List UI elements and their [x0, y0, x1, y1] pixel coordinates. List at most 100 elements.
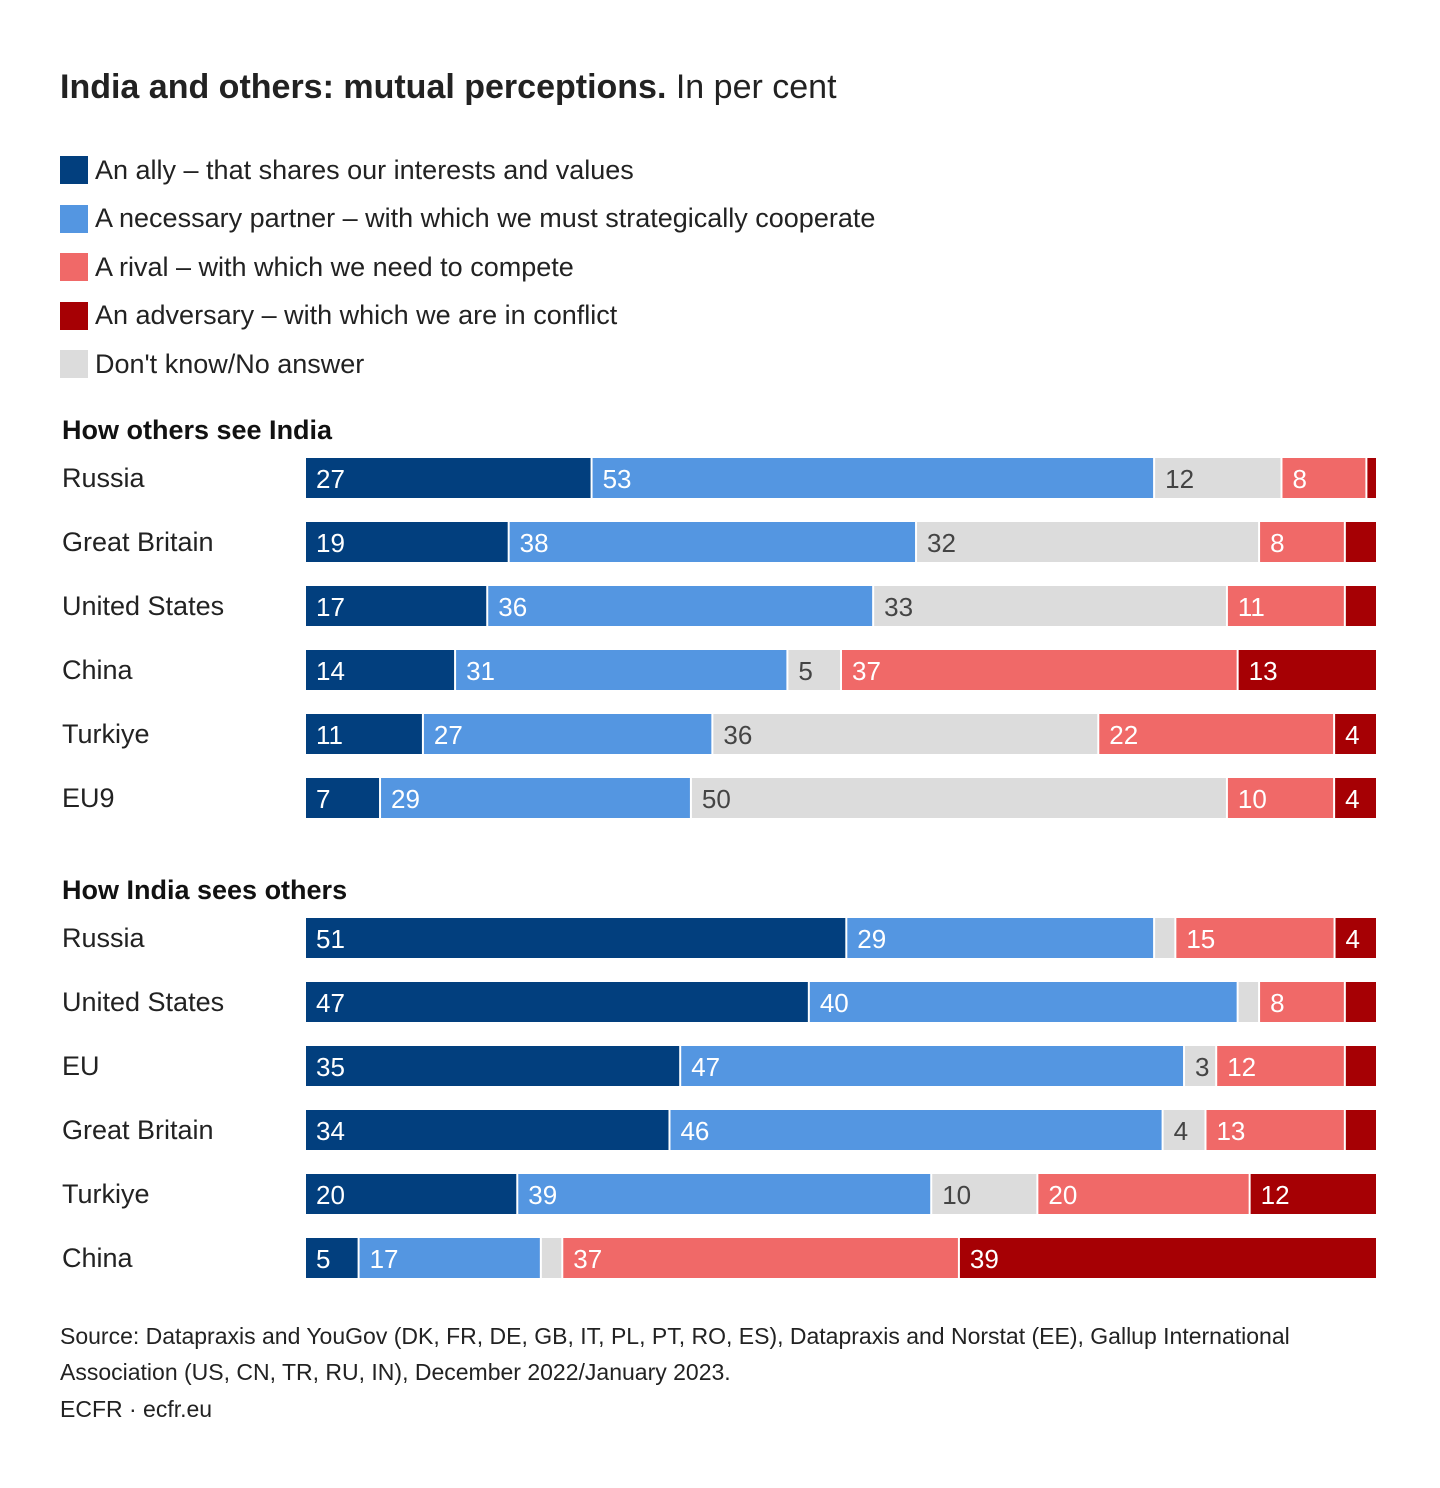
bar-segment-ally	[306, 1046, 680, 1086]
data-label-partner: 29	[391, 784, 420, 814]
data-label-rival: 8	[1292, 464, 1306, 494]
bar-segment-rival	[1227, 778, 1334, 818]
row-label: China	[62, 1243, 134, 1273]
data-label-dontknow: 36	[723, 720, 752, 750]
bar-segment-dontknow	[1155, 918, 1175, 958]
bar-segment-rival	[1282, 458, 1366, 498]
data-label-dontknow: 32	[927, 528, 956, 558]
bar-segment-partner	[509, 522, 916, 562]
data-label-rival: 12	[1227, 1052, 1256, 1082]
panel-title: How India sees others	[62, 875, 347, 905]
legend-swatch-partner	[60, 204, 88, 233]
legend-label-rival: A rival – with which we need to compete	[95, 251, 574, 282]
bar-segment-dontknow	[1163, 1110, 1205, 1150]
bar-row: Turkiye 11 27 36 22 4	[62, 714, 1376, 754]
data-label-partner: 31	[466, 656, 495, 686]
bar-segment-partner	[518, 1174, 931, 1214]
data-label-ally: 35	[316, 1052, 345, 1082]
bar-segment-adversary	[1345, 1046, 1376, 1086]
bar-segment-dontknow	[1155, 458, 1281, 498]
data-label-ally: 47	[316, 988, 345, 1018]
bar-segment-rival	[1099, 714, 1334, 754]
bar-row: Russia 51 29 15 4	[62, 918, 1376, 958]
data-label-rival: 8	[1270, 528, 1284, 558]
data-label-ally: 51	[316, 924, 345, 954]
bar-segment-adversary	[1345, 522, 1376, 562]
legend-item-adversary: An adversary – with which we are in conf…	[60, 292, 875, 341]
data-label-rival: 37	[573, 1244, 602, 1274]
bar-segment-dontknow	[874, 586, 1226, 626]
credit-line: ECFR · ecfr.eu	[60, 1396, 213, 1422]
bar-segment-adversary	[1335, 778, 1376, 818]
legend-swatch-rival	[60, 253, 88, 282]
bar-segment-partner	[381, 778, 690, 818]
bar-row: United States 47 40 8	[62, 982, 1376, 1022]
bar-segment-rival	[1038, 1174, 1249, 1214]
bar-segment-partner	[847, 918, 1154, 958]
bar-segment-dontknow	[932, 1174, 1037, 1214]
data-label-partner: 29	[857, 924, 886, 954]
data-label-adversary: 39	[970, 1244, 999, 1274]
data-label-ally: 34	[316, 1116, 345, 1146]
legend-item-dontknow: Don't know/No answer	[60, 340, 875, 389]
legend-item-rival: A rival – with which we need to compete	[60, 243, 875, 292]
bar-segment-dontknow	[713, 714, 1098, 754]
data-label-partner: 47	[691, 1052, 720, 1082]
bar-segment-ally	[306, 1238, 358, 1278]
bar-segment-dontknow	[1238, 982, 1259, 1022]
bar-segment-adversary	[1335, 918, 1376, 958]
chart-title: India and others: mutual perceptions. In…	[60, 62, 837, 112]
data-label-ally: 7	[316, 784, 330, 814]
bar-segment-partner	[809, 982, 1237, 1022]
data-label-dontknow: 4	[1174, 1116, 1188, 1146]
legend: An ally – that shares our interests and …	[60, 146, 875, 389]
data-label-rival: 13	[1216, 1116, 1245, 1146]
data-label-dontknow: 33	[884, 592, 913, 622]
data-label-partner: 36	[498, 592, 527, 622]
bar-segment-rival	[1260, 982, 1344, 1022]
bar-segment-partner	[456, 650, 787, 690]
bar-segment-partner	[359, 1238, 540, 1278]
bar-segment-partner	[423, 714, 712, 754]
row-label: United States	[62, 987, 224, 1017]
bar-segment-rival	[1206, 1110, 1344, 1150]
bar-segment-ally	[306, 586, 487, 626]
row-label: Great Britain	[62, 1115, 214, 1145]
bar-row: China 5 17 37 39	[62, 1238, 1376, 1278]
data-label-rival: 20	[1048, 1180, 1077, 1210]
data-label-ally: 14	[316, 656, 345, 686]
bar-segment-adversary	[1238, 650, 1376, 690]
row-label: Russia	[62, 463, 146, 493]
bar-segment-dontknow	[691, 778, 1226, 818]
bar-segment-ally	[306, 778, 380, 818]
legend-label-ally: An ally – that shares our interests and …	[95, 154, 634, 185]
bar-row: EU9 7 29 50 10 4	[62, 778, 1376, 818]
data-label-partner: 27	[434, 720, 463, 750]
bar-segment-rival	[1227, 586, 1344, 626]
bar-segment-adversary	[1367, 458, 1376, 498]
bar-segment-partner	[488, 586, 873, 626]
data-label-dontknow: 50	[702, 784, 731, 814]
bar-segment-ally	[306, 458, 591, 498]
bar-segment-adversary	[1250, 1174, 1376, 1214]
data-label-partner: 38	[520, 528, 549, 558]
row-label: Russia	[62, 923, 146, 953]
source-note: Source: Datapraxis and YouGov (DK, FR, D…	[60, 1323, 1290, 1385]
bar-segment-adversary	[1335, 714, 1376, 754]
bar-segment-dontknow	[917, 522, 1259, 562]
bar-segment-dontknow	[541, 1238, 562, 1278]
data-label-ally: 17	[316, 592, 345, 622]
chart-title-bold: India and others: mutual perceptions.	[60, 68, 667, 106]
data-label-partner: 40	[820, 988, 849, 1018]
data-label-adversary: 4	[1345, 784, 1359, 814]
data-label-partner: 17	[370, 1244, 399, 1274]
bar-segment-ally	[306, 1174, 517, 1214]
data-label-dontknow: 10	[942, 1180, 971, 1210]
bar-row: China 14 31 5 37 13	[62, 650, 1376, 690]
data-label-ally: 27	[316, 464, 345, 494]
bar-row: Great Britain 34 46 4 13	[62, 1110, 1376, 1150]
bar-segment-ally	[306, 714, 422, 754]
legend-label-dontknow: Don't know/No answer	[95, 348, 365, 379]
